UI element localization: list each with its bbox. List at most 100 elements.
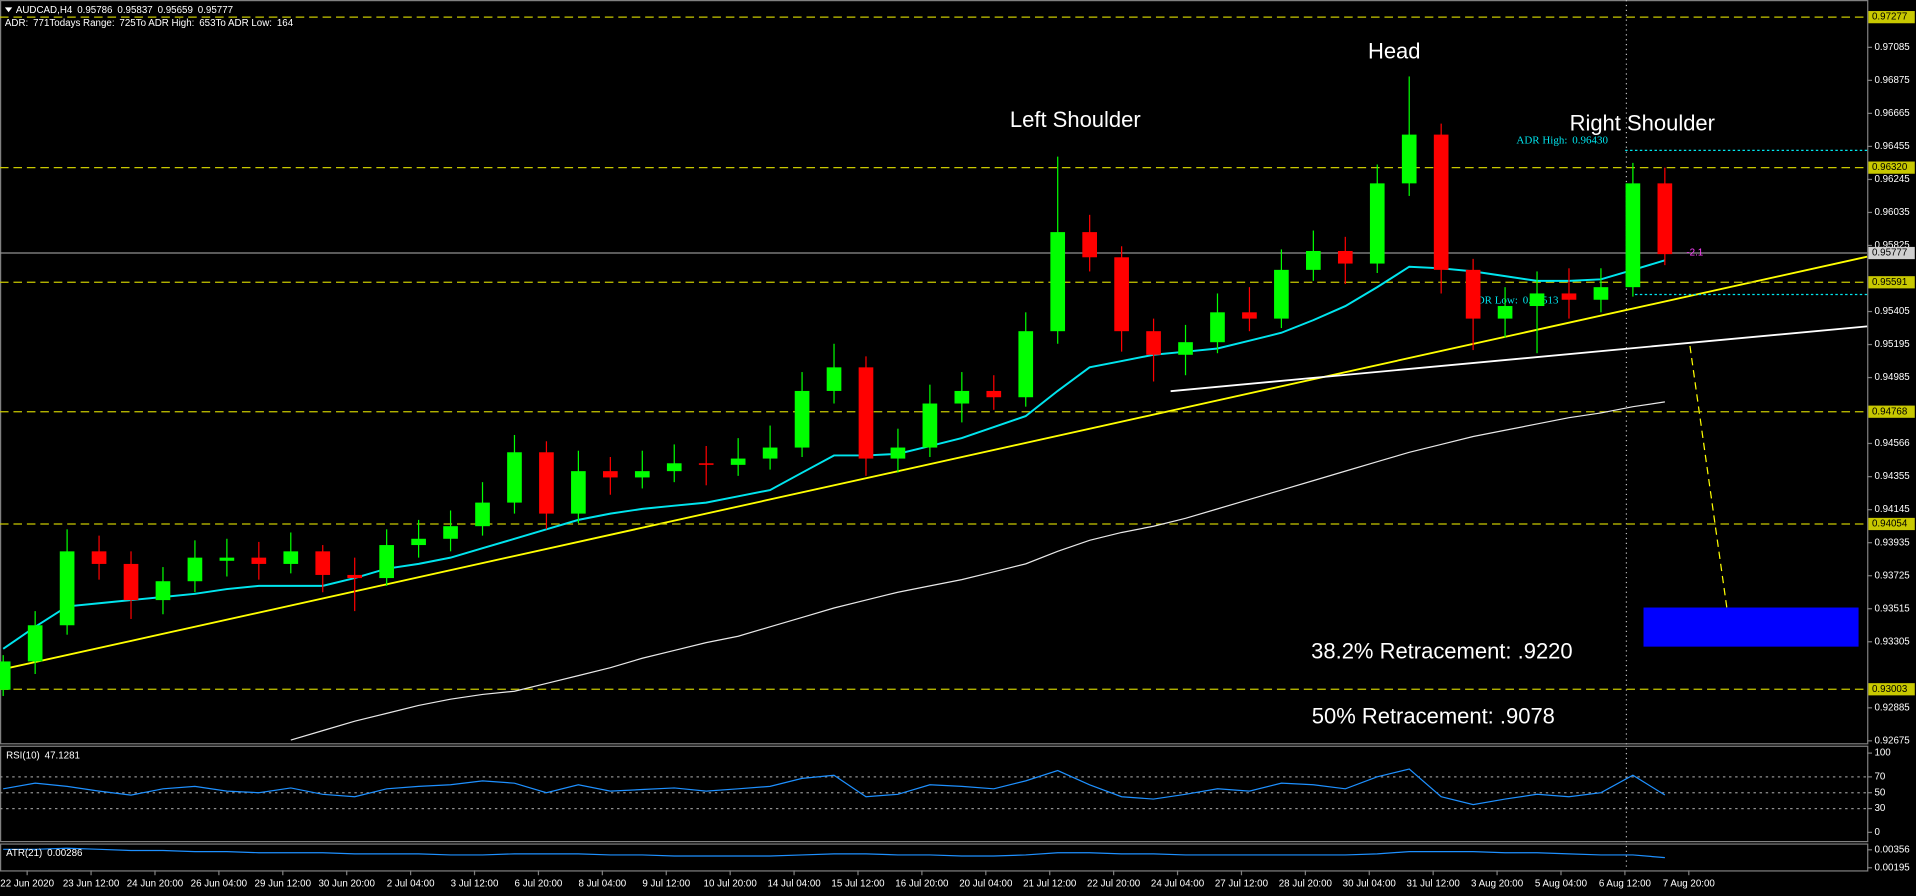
price-label-bg [1868,246,1915,260]
candle-body [1274,269,1289,319]
candle-body [666,463,682,472]
text-part: To ADR Low: [216,18,272,29]
candle-body [1050,232,1066,332]
candle-body [1465,269,1481,319]
text-part: RSI(10) [6,750,40,761]
y-tick-label: 0.93515 [1874,603,1910,614]
level-label-bg [1868,405,1915,418]
y-tick-label: 0.96875 [1874,75,1910,86]
x-tick-label: 30 Jul 04:00 [1343,878,1397,889]
candle-body [1497,306,1513,319]
candle-body [1210,312,1225,343]
candle-body [1401,134,1417,184]
candle-body [475,502,490,527]
candle-body [1561,293,1577,300]
x-tick-label: 7 Aug 20:00 [1663,878,1716,889]
neckline [1170,325,1868,393]
target-zone [1643,607,1859,647]
level-label: 0.94054 [1872,519,1908,530]
x-tick-label: 22 Jul 20:00 [1087,878,1141,889]
x-tick-label: 23 Jun 12:00 [63,878,120,889]
y-tick-label: 0.96665 [1874,108,1910,119]
y-tick-label: 30 [1874,803,1885,814]
candle-body [1593,287,1609,300]
y-tick-label: 0.95195 [1874,339,1910,350]
text-part: 0.95786 [77,4,112,15]
x-tick-label: 22 Jun 2020 [0,878,54,889]
candle-body [698,463,714,465]
indicator-title: RSI(10) 47.1281 [6,750,80,761]
text-part: 0.00286 [47,848,82,859]
candle-body [794,390,810,448]
text-part: ADR: [5,18,28,29]
y-tick-label: 0.96035 [1874,207,1910,218]
candle-body [315,551,331,575]
text-part: 725 [119,18,136,29]
annotation: Right Shoulder [1570,110,1715,135]
candle-body [1018,331,1034,398]
annotation: 38.2% Retracement: .9220 [1311,639,1572,664]
candle-body [1178,342,1193,355]
y-tick-label: 0.96455 [1874,141,1910,152]
x-tick-label: 21 Jul 12:00 [1023,878,1077,889]
x-tick-label: 8 Jul 04:00 [578,878,626,889]
level-label: 0.95591 [1872,277,1907,288]
x-tick-label: 30 Jun 20:00 [318,878,375,889]
candle-body [123,563,139,601]
y-tick-label: 0.94566 [1874,438,1909,449]
y-tick-label: 0.93725 [1874,570,1910,581]
text-part: To ADR High: [136,18,195,29]
candle-body [1625,183,1641,288]
candle-body [1657,183,1673,255]
level-label-bg [1868,517,1915,531]
indicator-line [3,847,1665,859]
indicator-line [3,768,1666,806]
x-tick-label: 27 Jul 12:00 [1215,878,1269,889]
candle-body [411,538,426,546]
y-tick-label: 70 [1874,771,1885,782]
y-tick-label: 0.00356 [1874,844,1909,855]
candle-body [443,526,458,539]
y-tick-label: 0.96245 [1874,174,1910,185]
text-part: ATR(21) [6,848,42,859]
x-tick-label: 9 Jul 12:00 [642,878,690,889]
candle-body [0,661,11,690]
x-tick-label: 2 Jul 04:00 [387,878,435,889]
text-part: 0.95659 [158,4,193,15]
x-tick-label: 5 Aug 04:00 [1535,878,1588,889]
candle-body [1146,331,1161,355]
candle-body [219,557,235,561]
text-part: 164 [277,18,294,29]
x-tick-label: 14 Jul 04:00 [767,878,821,889]
y-tick-label: 50 [1874,787,1885,798]
symbol-info: AUDCAD,H4 0.95786 0.95837 0.95659 0.95777 [16,4,233,15]
text-part: Todays Range: [49,18,114,29]
level-label-bg [1868,161,1915,174]
candle-body [858,367,874,459]
price-label: 0.95777 [1872,248,1907,259]
level-label-bg [1868,683,1915,696]
candle-body [922,403,938,448]
x-tick-label: 29 Jun 12:00 [255,878,312,889]
y-tick-label: 0.94985 [1874,372,1910,383]
candle-body [730,458,746,465]
text-part: 47.1281 [45,750,80,761]
adr-label: ADR Low:0.95513 [1469,294,1559,306]
level-label-bg [1868,276,1915,289]
candle-body [1369,183,1385,264]
atr-panel [0,843,1869,872]
candle-body [187,557,203,582]
text-part: 653 [199,18,215,29]
main-panel [0,0,1869,745]
y-tick-label: 0.94145 [1874,504,1910,515]
y-tick-label: 100 [1874,748,1891,759]
candle-body [1306,250,1321,270]
x-tick-label: 20 Jul 04:00 [959,878,1013,889]
text-part: AUDCAD,H4 [16,4,73,15]
candle-body [283,551,299,564]
y-tick-label: 0.93305 [1874,636,1910,647]
text-part: 0.95837 [117,4,152,15]
candle-body [1242,312,1257,319]
